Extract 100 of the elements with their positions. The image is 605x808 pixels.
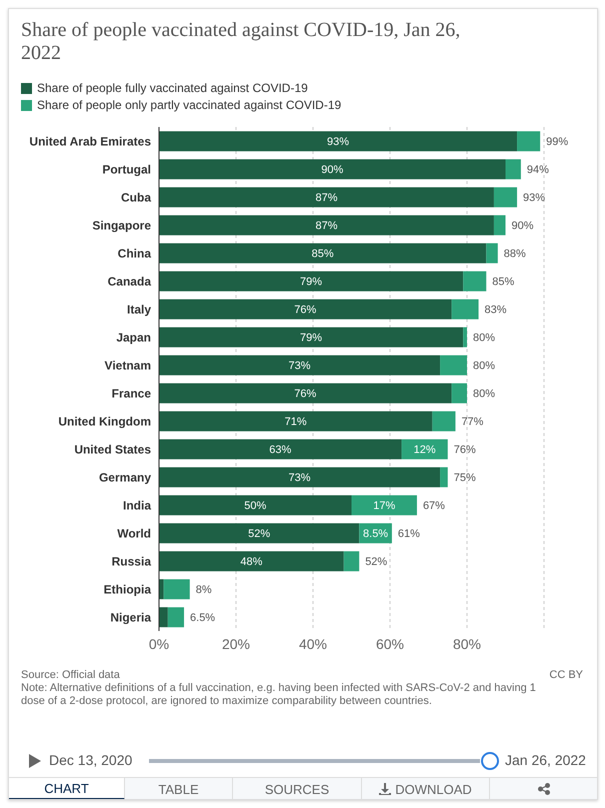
bar [159, 187, 494, 208]
bar [452, 299, 479, 320]
total-label: 99% [546, 136, 568, 148]
y-tick-label: Ethiopia [104, 582, 152, 596]
bar [159, 271, 464, 292]
text: CHART [9, 778, 125, 800]
text: DOWNLOAD [362, 778, 490, 800]
data-label: 87% [315, 192, 338, 204]
text: CC BY [549, 669, 583, 681]
bar [159, 439, 402, 460]
y-tick-label: Japan [116, 330, 151, 344]
text: Jan 26, 2022 [505, 752, 586, 768]
bar [432, 411, 456, 432]
bar [159, 131, 518, 152]
y-tick-label: Germany [98, 470, 152, 484]
y-tick-label: Nigeria [110, 610, 152, 624]
data-label: 17% [373, 500, 396, 512]
bar [159, 467, 440, 488]
bar [159, 607, 168, 628]
bar [463, 327, 467, 348]
total-label: 76% [454, 444, 476, 456]
bar [159, 495, 352, 516]
data-label: 93% [327, 136, 350, 148]
bar [452, 383, 467, 404]
data-label: 73% [288, 360, 311, 372]
data-label: 8.5% [363, 528, 388, 540]
data-label: 76% [294, 388, 317, 400]
x-tick-label: 0% [148, 636, 170, 652]
bar [168, 607, 184, 628]
text: TABLE [125, 778, 233, 800]
data-label: 79% [300, 276, 322, 288]
chart-title: Share of people vaccinated against COVID-19, Jan 26, 2022 [21, 19, 462, 65]
text: SOURCES [233, 778, 362, 800]
bar [344, 551, 360, 572]
total-label: 80% [473, 360, 496, 372]
y-tick-label: Russia [112, 554, 152, 568]
data-label: 87% [315, 220, 338, 232]
x-tick-label: 20% [222, 636, 250, 652]
total-label: 8% [196, 584, 212, 596]
bar [352, 495, 417, 516]
bar [159, 383, 452, 404]
bar [159, 299, 452, 320]
data-label: 12% [414, 444, 436, 456]
bar [159, 355, 440, 376]
bar [440, 355, 467, 376]
y-tick-label: Cuba [121, 190, 152, 204]
bar [159, 523, 360, 544]
bar [402, 439, 448, 460]
text: Dec 13, 2020 [49, 752, 132, 768]
y-tick-label: United Kingdom [58, 414, 151, 428]
total-label: 90% [512, 220, 534, 232]
y-tick-label: United States [74, 442, 152, 456]
bar [517, 131, 540, 152]
total-label: 93% [523, 192, 546, 204]
bar [159, 551, 344, 572]
bar [463, 271, 486, 292]
bar [494, 215, 506, 236]
y-tick-label: China [118, 246, 152, 260]
bar [159, 159, 506, 180]
data-label: 85% [312, 248, 334, 260]
y-tick-label: India [122, 498, 152, 512]
total-label: 88% [504, 248, 526, 260]
total-label: 85% [492, 276, 514, 288]
total-label: 75% [454, 472, 476, 484]
data-label: 73% [288, 472, 311, 484]
bar [494, 187, 518, 208]
y-tick-label: Italy [126, 302, 152, 316]
y-tick-label: Singapore [92, 218, 152, 232]
data-label: 71% [284, 416, 307, 428]
total-label: 77% [461, 416, 484, 428]
bar [486, 243, 498, 264]
data-label: 79% [300, 332, 322, 344]
total-label: 83% [484, 304, 507, 316]
x-tick-label: 80% [452, 636, 482, 652]
y-tick-label: Vietnam [104, 358, 151, 372]
data-label: 90% [321, 164, 344, 176]
y-tick-label: Canada [108, 274, 152, 288]
bar [159, 411, 432, 432]
total-label: 61% [398, 528, 420, 540]
total-label: 80% [473, 332, 496, 344]
x-tick-label: 40% [298, 636, 328, 652]
y-tick-label: United Arab Emirates [29, 134, 152, 148]
data-label: 76% [294, 304, 317, 316]
y-tick-label: World [117, 526, 151, 540]
legend-label: Share of people only partly vaccinated against COVID-19 [37, 98, 342, 112]
text: Note: Alternative definitions of a full vaccination, e.g. having been infected with SARS-CoV-2 and having 1 dose of a 2-dose protocol, are ignored to maximize comparability between countries. [21, 682, 537, 708]
bar [164, 579, 190, 600]
total-label: 6.5% [190, 612, 216, 624]
data-label: 52% [248, 528, 270, 540]
data-label: 50% [244, 500, 266, 512]
y-tick-label: France [112, 386, 152, 400]
source-note: Source: Official data [21, 669, 121, 682]
bar [159, 243, 486, 264]
x-tick-label: 60% [376, 636, 404, 652]
total-label: 94% [526, 164, 550, 176]
bar [159, 327, 464, 348]
bar [506, 159, 521, 180]
y-tick-label: Portugal [102, 162, 151, 176]
legend-label: Share of people fully vaccinated against COVID-19 [37, 81, 308, 95]
total-label: 52% [365, 556, 388, 568]
